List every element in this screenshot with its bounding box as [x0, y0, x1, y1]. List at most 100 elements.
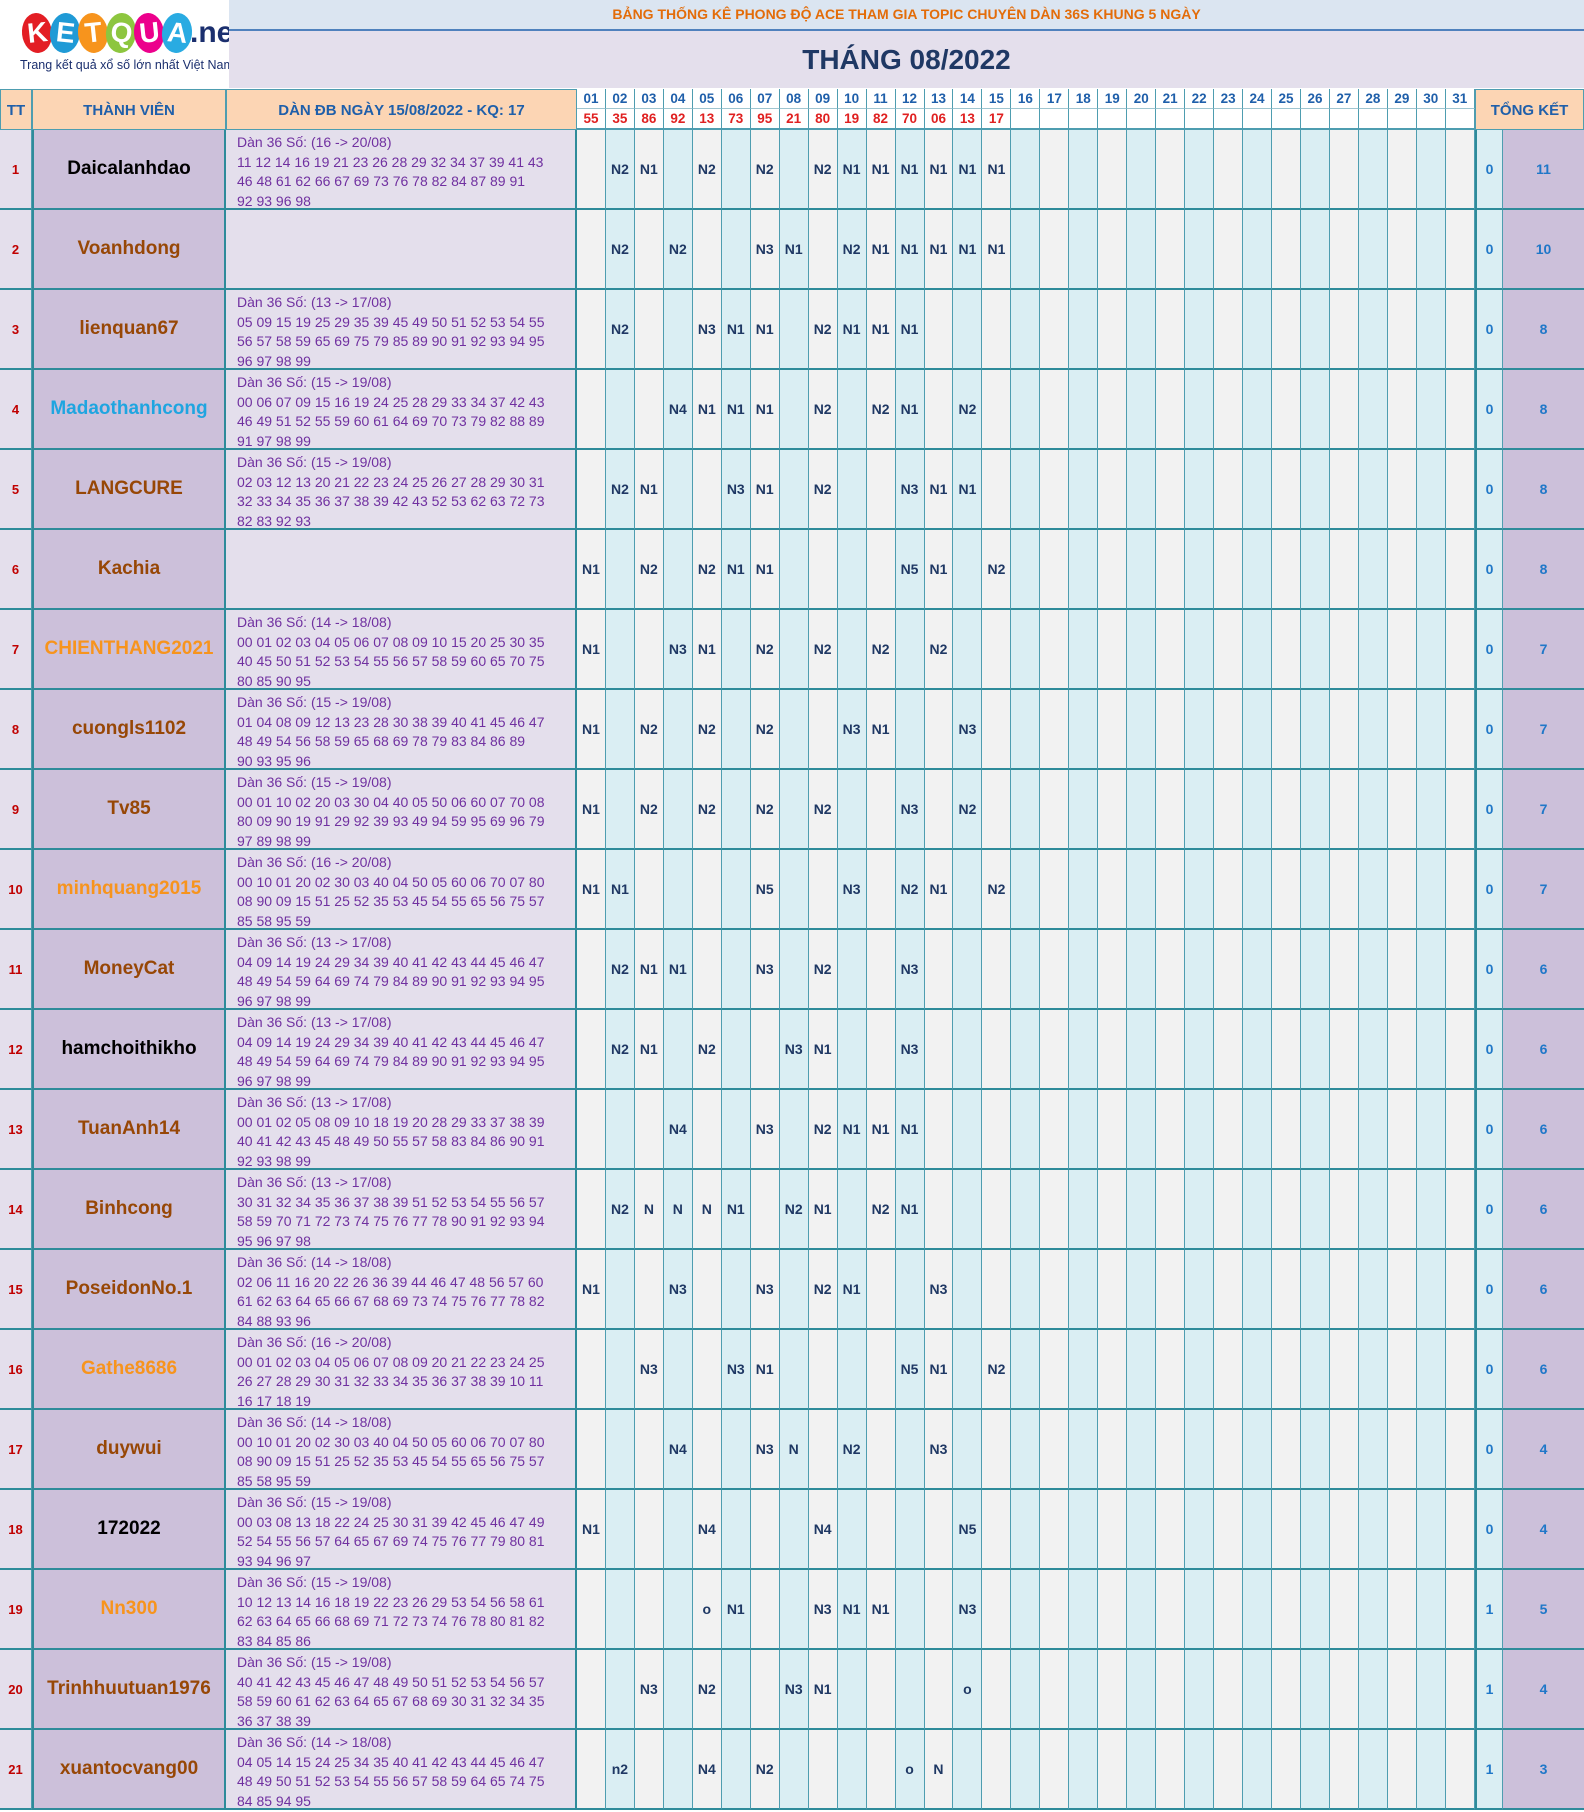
member-name[interactable]: LANGCURE — [32, 450, 226, 530]
day-cell-21 — [1156, 1170, 1186, 1250]
day-cell-22 — [1185, 770, 1215, 850]
member-name[interactable]: CHIENTHANG2021 — [32, 610, 226, 690]
member-name[interactable]: PoseidonNo.1 — [32, 1250, 226, 1330]
day-cell-19 — [1098, 1010, 1128, 1090]
day-cell-16 — [1011, 530, 1041, 610]
day-cell-08 — [779, 930, 809, 1010]
day-cell-13 — [924, 1570, 954, 1650]
member-name[interactable]: Voanhdong — [32, 210, 226, 290]
day-cell-20 — [1127, 530, 1157, 610]
day-cell-30 — [1416, 1650, 1446, 1730]
day-cell-20 — [1127, 1330, 1157, 1410]
day-cell-28 — [1358, 1410, 1388, 1490]
day-cell-30 — [1416, 530, 1446, 610]
result-10: 19 — [837, 109, 867, 130]
day-cell-10 — [837, 1330, 867, 1410]
member-name[interactable]: Madaothanhcong — [32, 370, 226, 450]
member-name[interactable]: minhquang2015 — [32, 850, 226, 930]
day-cell-08: N3 — [779, 1650, 809, 1730]
day-cell-20 — [1127, 1490, 1157, 1570]
day-cell-27 — [1329, 690, 1359, 770]
day-cell-11 — [866, 1330, 896, 1410]
day-cell-19 — [1098, 850, 1128, 930]
day-cell-28 — [1358, 770, 1388, 850]
day-cell-12 — [895, 1410, 925, 1490]
day-cell-16 — [1011, 210, 1041, 290]
ketqua-logo[interactable]: K E T Q U A.net Trang kết quả xổ số lớn nhất … — [0, 0, 243, 88]
day-cell-22 — [1185, 450, 1215, 530]
member-name[interactable]: cuongls1102 — [32, 690, 226, 770]
day-cell-23 — [1214, 850, 1244, 930]
member-name[interactable]: hamchoithikho — [32, 1010, 226, 1090]
dan-line: 96 97 98 99 — [237, 352, 311, 369]
member-name[interactable]: Trinhhuutuan1976 — [32, 1650, 226, 1730]
day-cell-14 — [953, 1010, 983, 1090]
day-cell-13 — [924, 690, 954, 770]
summary-hits: 6 — [1502, 1330, 1584, 1410]
day-header-18: 18 — [1069, 89, 1099, 109]
row-number: 6 — [0, 530, 32, 610]
day-cell-01: N1 — [577, 1250, 606, 1330]
day-cell-20 — [1127, 290, 1157, 370]
day-header-31: 31 — [1445, 89, 1475, 109]
day-cell-23 — [1214, 1730, 1244, 1810]
member-name[interactable]: Kachia — [32, 530, 226, 610]
member-name[interactable]: lienquan67 — [32, 290, 226, 370]
result-17 — [1040, 109, 1070, 130]
day-cell-30 — [1416, 370, 1446, 450]
day-cell-23 — [1214, 1330, 1244, 1410]
day-cell-31 — [1445, 450, 1475, 530]
day-cell-16 — [1011, 690, 1041, 770]
member-name[interactable]: Binhcong — [32, 1170, 226, 1250]
day-cell-08 — [779, 290, 809, 370]
day-cell-04: N4 — [663, 370, 693, 450]
member-name[interactable]: 172022 — [32, 1490, 226, 1570]
day-cell-02: N2 — [605, 930, 635, 1010]
day-cell-23 — [1214, 1090, 1244, 1170]
summary-misses: 0 — [1475, 1250, 1502, 1330]
day-header-03: 03 — [634, 89, 664, 109]
day-cell-21 — [1156, 690, 1186, 770]
day-cell-12: N1 — [895, 1170, 925, 1250]
day-cell-12: N1 — [895, 370, 925, 450]
day-cell-21 — [1156, 930, 1186, 1010]
day-cell-21 — [1156, 1730, 1186, 1810]
result-28 — [1358, 109, 1388, 130]
day-cell-24 — [1243, 1410, 1273, 1490]
member-name[interactable]: TuanAnh14 — [32, 1090, 226, 1170]
day-cell-27 — [1329, 210, 1359, 290]
month-title: THÁNG 08/2022 — [229, 31, 1584, 88]
day-cell-20 — [1127, 850, 1157, 930]
member-name[interactable]: duywui — [32, 1410, 226, 1490]
day-cell-03: N2 — [634, 690, 664, 770]
day-header-09: 09 — [808, 89, 838, 109]
day-cell-31 — [1445, 1650, 1475, 1730]
day-cell-17 — [1040, 210, 1070, 290]
member-name[interactable]: MoneyCat — [32, 930, 226, 1010]
day-cell-01 — [577, 450, 606, 530]
day-cell-22 — [1185, 850, 1215, 930]
day-cell-31 — [1445, 1090, 1475, 1170]
day-cell-18 — [1069, 930, 1099, 1010]
day-cell-06 — [721, 610, 751, 690]
dan-line: Dàn 36 Số: (13 -> 17/08) — [237, 1174, 392, 1190]
day-cell-10: N3 — [837, 690, 867, 770]
day-cell-09: N1 — [808, 1650, 838, 1730]
member-name[interactable]: xuantocvang00 — [32, 1730, 226, 1810]
day-cell-25 — [1272, 690, 1301, 770]
day-cell-03: N1 — [634, 450, 664, 530]
result-22 — [1185, 109, 1215, 130]
dan-numbers: Dàn 36 Số: (13 -> 17/08) 05 09 15 19 25 2… — [226, 290, 577, 370]
dan-line: 95 96 97 98 — [237, 1232, 311, 1249]
dan-numbers: Dàn 36 Số: (15 -> 19/08) 00 03 08 13 18 2… — [226, 1490, 577, 1570]
member-name[interactable]: Gathe8686 — [32, 1330, 226, 1410]
member-name[interactable]: Tv85 — [32, 770, 226, 850]
day-cell-27 — [1329, 1730, 1359, 1810]
dan-line: 00 01 10 02 20 03 30 04 40 05 50 06 60 0… — [237, 793, 545, 810]
member-name[interactable]: Daicalanhdao — [32, 130, 226, 210]
day-cell-31 — [1445, 930, 1475, 1010]
day-cell-18 — [1069, 450, 1099, 530]
member-name[interactable]: Nn300 — [32, 1570, 226, 1650]
day-cell-16 — [1011, 1650, 1041, 1730]
dan-line: 02 06 11 16 20 22 26 36 39 44 46 47 48 5… — [237, 1273, 544, 1290]
